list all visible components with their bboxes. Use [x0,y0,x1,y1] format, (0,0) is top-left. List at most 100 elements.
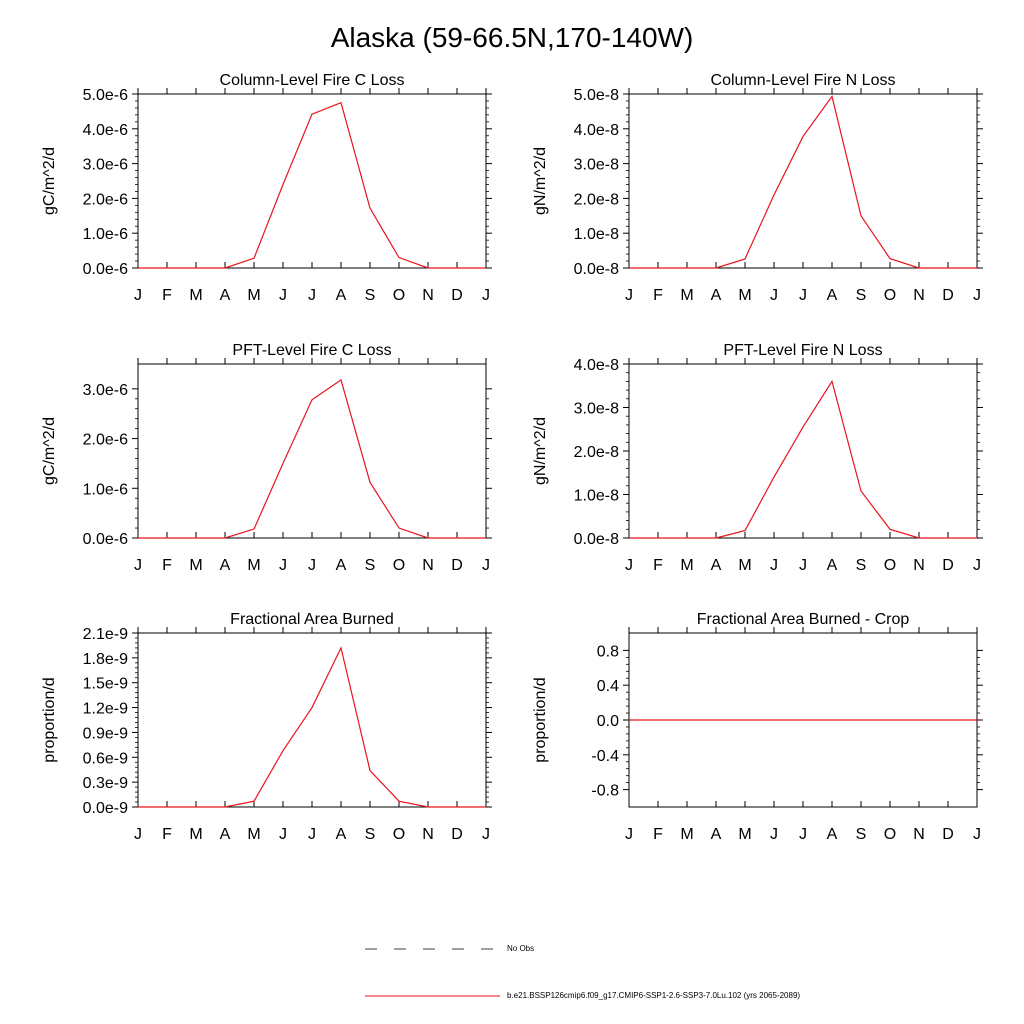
x-tick-label: J [973,557,981,574]
y-tick-label: 0.0 [597,713,619,730]
plot-frame [137,363,487,539]
series-line [629,379,977,539]
x-tick-label: N [913,826,925,843]
x-tick-label: N [422,557,434,574]
series-line [138,646,486,808]
y-tick-label: 1.2e-9 [83,701,128,718]
x-tick-label: A [220,826,231,843]
x-tick-label: J [308,287,316,304]
panel-title: Column-Level Fire N Loss [711,72,896,89]
y-tick-label: 1.0e-6 [83,226,128,243]
y-tick-label: -0.4 [591,748,619,765]
y-tick-label: 2.0e-8 [574,444,619,461]
x-tick-label: J [770,826,778,843]
x-tick-label: A [711,287,722,304]
x-tick-label: J [625,557,633,574]
x-tick-label: F [162,287,172,304]
y-tick-label: 0.0e-8 [574,531,619,548]
x-tick-label: A [827,826,838,843]
x-tick-label: J [279,557,287,574]
x-tick-label: M [738,826,751,843]
series-line [138,101,486,269]
panel-title: PFT-Level Fire C Loss [232,342,391,359]
x-tick-label: M [247,557,260,574]
x-tick-label: J [482,557,490,574]
x-tick-label: O [884,557,896,574]
x-tick-label: J [482,287,490,304]
x-tick-label: N [913,287,925,304]
plot-frame [628,363,978,539]
x-tick-label: J [134,826,142,843]
x-tick-label: N [422,826,434,843]
x-tick-label: F [653,557,663,574]
panel-title: PFT-Level Fire N Loss [723,342,882,359]
x-tick-label: O [393,557,405,574]
x-tick-label: M [247,287,260,304]
y-tick-label: 5.0e-6 [83,87,128,104]
x-tick-label: S [856,826,867,843]
x-tick-label: A [336,287,347,304]
x-tick-label: J [799,287,807,304]
x-tick-label: J [770,287,778,304]
y-axis-label: gC/m^2/d [41,417,58,485]
panel-title: Column-Level Fire C Loss [220,72,405,89]
x-tick-label: D [942,826,954,843]
y-tick-label: 2.0e-8 [574,191,619,208]
x-tick-label: A [336,826,347,843]
x-tick-label: M [680,557,693,574]
x-tick-label: J [279,826,287,843]
x-tick-label: S [365,557,376,574]
x-tick-label: A [336,557,347,574]
y-tick-label: 3.0e-6 [83,382,128,399]
x-tick-label: J [308,557,316,574]
x-tick-label: M [738,557,751,574]
x-tick-label: M [680,287,693,304]
x-tick-label: D [942,287,954,304]
x-tick-label: J [625,826,633,843]
x-tick-label: M [738,287,751,304]
x-tick-label: J [625,287,633,304]
x-tick-label: J [799,826,807,843]
plot-frame [628,93,978,269]
x-tick-label: M [247,826,260,843]
series-line [629,95,977,269]
x-tick-label: S [856,557,867,574]
panel-title: Fractional Area Burned - Crop [697,611,910,628]
y-axis-label: proportion/d [41,677,58,762]
x-tick-label: S [365,287,376,304]
y-axis-label: proportion/d [532,677,549,762]
x-tick-label: F [653,826,663,843]
y-tick-label: -0.8 [591,783,619,800]
x-tick-label: D [451,557,463,574]
x-tick-label: M [680,826,693,843]
figure-title: Alaska (59-66.5N,170-140W) [330,22,694,53]
x-tick-label: M [189,557,202,574]
y-tick-label: 2.1e-9 [83,626,128,643]
x-tick-label: M [189,287,202,304]
y-axis-label: gN/m^2/d [532,147,549,215]
y-tick-label: 1.5e-9 [83,676,128,693]
x-tick-label: J [134,557,142,574]
y-axis-label: gC/m^2/d [41,147,58,215]
y-tick-label: 0.0e-6 [83,531,128,548]
panel-title: Fractional Area Burned [230,611,394,628]
y-tick-label: 2.0e-6 [83,432,128,449]
x-tick-label: O [393,287,405,304]
y-tick-label: 1.8e-9 [83,651,128,668]
x-tick-label: A [711,557,722,574]
x-tick-label: F [162,557,172,574]
x-tick-label: N [913,557,925,574]
x-tick-label: F [653,287,663,304]
y-tick-label: 5.0e-8 [574,87,619,104]
x-tick-label: J [279,287,287,304]
x-tick-label: A [220,557,231,574]
x-tick-label: A [220,287,231,304]
y-tick-label: 0.0e-6 [83,261,128,278]
plot-frame [137,93,487,269]
y-tick-label: 4.0e-6 [83,122,128,139]
x-tick-label: J [482,826,490,843]
y-tick-label: 3.0e-8 [574,401,619,418]
y-tick-label: 0.9e-9 [83,725,128,742]
y-tick-label: 0.3e-9 [83,775,128,792]
plot-frame [137,632,487,808]
